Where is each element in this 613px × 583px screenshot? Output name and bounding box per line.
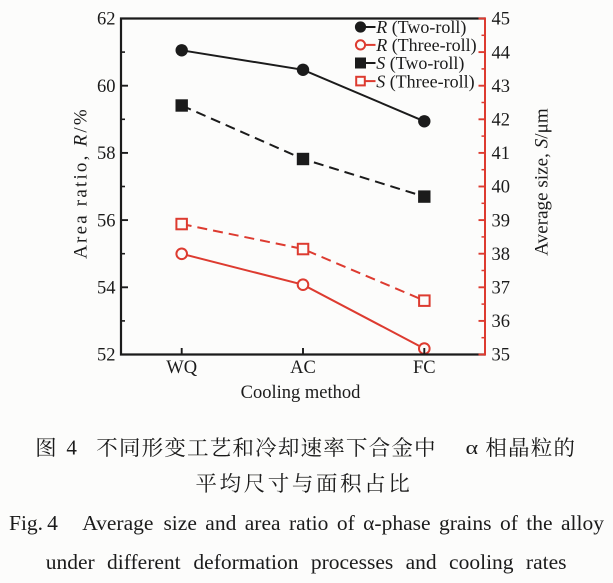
svg-text:43: 43 — [492, 77, 511, 97]
svg-text:FC: FC — [413, 358, 436, 378]
svg-text:processes: processes — [311, 550, 393, 574]
svg-text:54: 54 — [97, 279, 116, 299]
svg-text:area: area — [245, 511, 281, 535]
svg-text:rates: rates — [526, 550, 567, 574]
svg-text:58: 58 — [97, 144, 116, 164]
svg-text:36: 36 — [492, 312, 511, 332]
svg-text:40: 40 — [492, 178, 511, 198]
svg-text:39: 39 — [492, 211, 511, 231]
svg-text:4: 4 — [66, 436, 77, 460]
svg-text:AC: AC — [290, 358, 316, 378]
svg-text:62: 62 — [97, 10, 116, 30]
svg-text:of: of — [500, 511, 519, 535]
svg-text:Average size, S/μm: Average size, S/μm — [532, 108, 553, 256]
svg-text:37: 37 — [492, 279, 511, 299]
svg-text:deformation: deformation — [193, 550, 298, 574]
svg-text:56: 56 — [97, 211, 116, 231]
svg-text:Average: Average — [82, 511, 153, 535]
svg-text:38: 38 — [492, 245, 511, 265]
svg-text:different: different — [107, 550, 181, 574]
svg-text:41: 41 — [492, 144, 511, 164]
svg-text:under: under — [46, 550, 95, 574]
svg-text:Fig.: Fig. — [9, 511, 43, 535]
svg-text:cooling: cooling — [449, 550, 514, 574]
svg-text:α: α — [466, 438, 479, 459]
svg-text:Area ratio, R/%: Area ratio, R/% — [71, 107, 92, 259]
svg-text:R (Two-roll): R (Two-roll) — [375, 17, 466, 38]
svg-text:and: and — [406, 550, 437, 574]
svg-text:52: 52 — [97, 346, 116, 366]
svg-text:35: 35 — [492, 346, 511, 366]
svg-text:42: 42 — [492, 111, 511, 131]
svg-text:α-phase: α-phase — [363, 511, 430, 535]
svg-text:and: and — [205, 511, 236, 535]
svg-text:Cooling method: Cooling method — [241, 383, 361, 403]
svg-text:44: 44 — [492, 43, 511, 63]
svg-text:of: of — [337, 511, 356, 535]
svg-text:alloy: alloy — [561, 511, 604, 535]
svg-text:45: 45 — [492, 10, 511, 30]
svg-text:WQ: WQ — [166, 358, 197, 378]
svg-text:S (Two-roll): S (Two-roll) — [376, 53, 464, 74]
svg-text:size: size — [163, 511, 196, 535]
svg-text:ratio: ratio — [289, 511, 328, 535]
svg-text:4: 4 — [47, 511, 58, 535]
svg-text:grains: grains — [439, 511, 492, 535]
svg-text:60: 60 — [97, 77, 116, 97]
svg-text:R (Three-roll): R (Three-roll) — [375, 35, 476, 56]
svg-text:the: the — [526, 511, 552, 535]
svg-text:S (Three-roll): S (Three-roll) — [376, 71, 474, 92]
